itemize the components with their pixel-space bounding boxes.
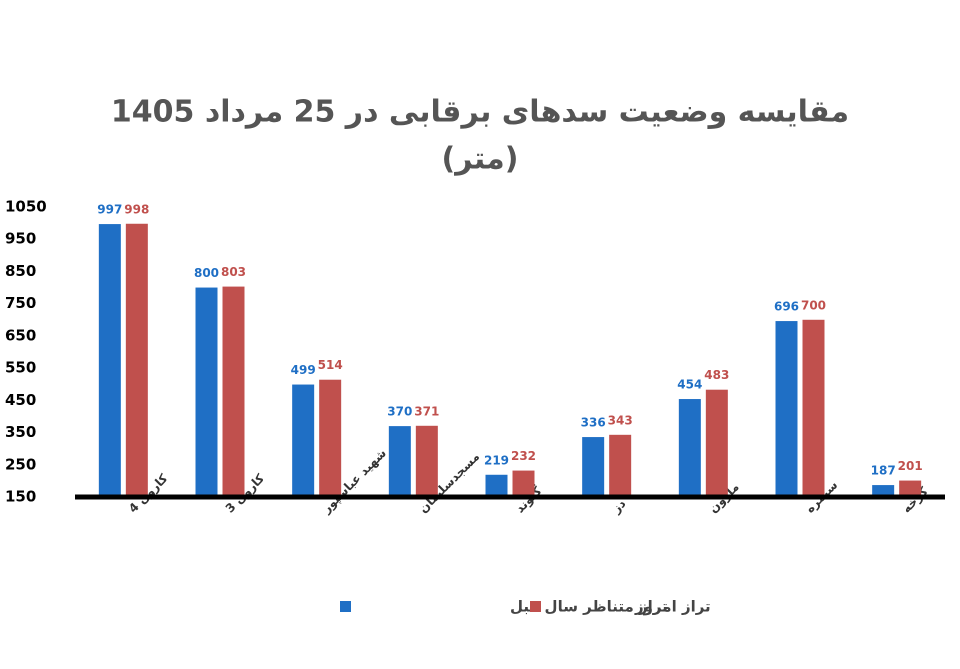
bar [705,389,728,497]
legend-label: تراز امروز [634,598,711,616]
value-label: 219 [484,453,509,467]
value-label: 998 [124,202,149,216]
bar [319,379,342,497]
bar [582,437,605,497]
chart-title: مقایسه وضعیت سدهای برقابی در 25 مرداد 14… [111,95,849,130]
y-tick-label: 350 [5,423,36,441]
bar [195,287,218,497]
value-label: 336 [581,416,606,430]
value-label: 696 [774,300,799,314]
legend-label: تراز متناظر سال قبل [510,598,668,616]
value-label: 514 [318,358,343,372]
bar [98,224,121,498]
bar [899,480,922,497]
value-label: 997 [97,203,122,217]
bar [125,223,148,497]
legend-swatch [530,601,541,612]
y-tick-label: 550 [5,359,36,377]
value-label: 371 [414,404,439,418]
bar [802,319,825,497]
value-label: 803 [221,265,246,279]
legend-swatch [340,601,351,612]
bar [292,384,315,497]
y-tick-label: 850 [5,262,36,280]
bar [872,485,895,497]
bar [678,399,701,497]
y-tick-label: 1050 [5,198,47,216]
y-tick-label: 150 [5,488,36,506]
bar [388,426,411,497]
value-label: 370 [387,405,412,419]
value-label: 454 [677,378,702,392]
bar [485,474,508,497]
value-label: 232 [511,449,536,463]
y-tick-label: 750 [5,294,36,312]
bar [512,470,535,497]
value-label: 201 [898,459,923,473]
y-tick-label: 950 [5,230,36,248]
value-label: 187 [871,464,896,478]
value-label: 499 [291,363,316,377]
y-tick-label: 650 [5,326,36,344]
bar [415,425,438,497]
y-tick-label: 250 [5,455,36,473]
bar [775,321,798,497]
y-tick-label: 450 [5,391,36,409]
bar [609,434,632,497]
value-label: 483 [704,368,729,382]
value-label: 700 [801,298,826,312]
bar [222,286,245,497]
value-label: 800 [194,266,219,280]
chart-subtitle: (متر) [442,142,519,177]
value-label: 343 [608,413,633,427]
